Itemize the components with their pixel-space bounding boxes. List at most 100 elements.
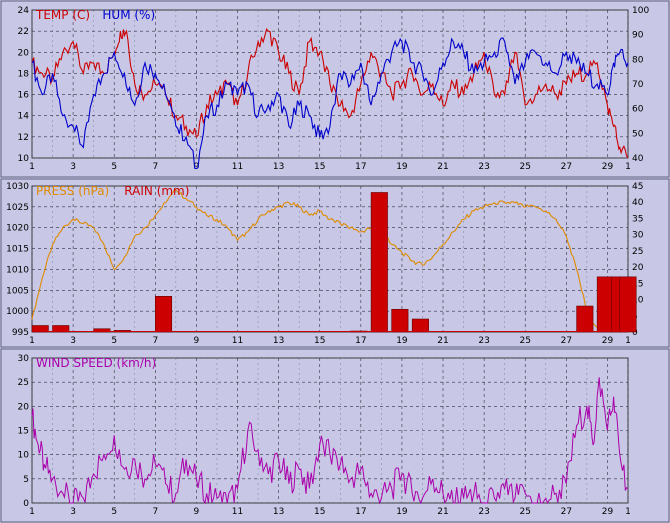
y-left-tick-label: 995 (12, 328, 29, 338)
x-tick-label: 7 (152, 336, 158, 346)
y-left-tick-label: 1025 (6, 203, 29, 213)
x-tick-label: 5 (111, 162, 117, 172)
y-left-tick-label: 30 (18, 354, 30, 364)
y-left-tick-label: 0 (23, 499, 29, 509)
y-left-tick-label: 20 (18, 48, 30, 58)
x-tick-label: 27 (561, 336, 572, 346)
x-tick-label: 9 (194, 162, 200, 172)
rain-bar (391, 308, 409, 333)
x-tick-label: 1 (29, 336, 35, 346)
y-left-tick-label: 10 (18, 451, 30, 461)
legend-entry: TEMP (C) (35, 8, 90, 22)
y-left-tick-label: 1015 (6, 245, 29, 255)
x-tick-label: 15 (314, 336, 325, 346)
x-tick-label: 9 (194, 336, 200, 346)
x-tick-label: 1 (29, 507, 35, 517)
y-right-tick-label: 30 (632, 231, 644, 241)
rain-bar (576, 305, 594, 333)
y-left-tick-label: 16 (18, 91, 30, 101)
y-right-tick-label: 35 (632, 214, 643, 224)
y-right-tick-label: 50 (632, 129, 644, 139)
x-tick-label: 15 (314, 162, 325, 172)
x-tick-label: 13 (273, 507, 284, 517)
x-tick-label: 1 (625, 162, 631, 172)
y-left-tick-label: 14 (18, 112, 30, 122)
x-tick-label: 23 (478, 507, 489, 517)
rain-bar (411, 318, 429, 333)
x-tick-label: 17 (355, 507, 366, 517)
y-right-tick-label: 45 (632, 182, 643, 192)
y-left-tick-label: 1020 (6, 224, 29, 234)
x-tick-label: 19 (396, 507, 408, 517)
y-left-tick-label: 25 (18, 378, 29, 388)
rain-bar (596, 276, 614, 333)
y-right-tick-label: 40 (632, 198, 644, 208)
y-left-tick-label: 18 (18, 69, 30, 79)
y-left-tick-label: 1005 (6, 286, 29, 296)
rain-bar (619, 276, 637, 333)
y-right-tick-label: 80 (632, 55, 644, 65)
y-right-tick-label: 0 (632, 328, 638, 338)
panel-2: 1 3 5 7 9 11 13 15 17 19 21 23 25 27 29 199510001005101… (0, 178, 670, 348)
x-tick-label: 19 (396, 336, 408, 346)
y-left-tick-label: 12 (18, 133, 29, 143)
x-tick-label: 13 (273, 336, 284, 346)
x-tick-label: 3 (70, 162, 76, 172)
rain-bar (155, 296, 173, 333)
x-tick-label: 17 (355, 162, 366, 172)
y-left-tick-label: 1010 (6, 265, 29, 275)
x-tick-label: 7 (152, 507, 158, 517)
x-tick-label: 29 (602, 507, 614, 517)
y-left-tick-label: 5 (23, 475, 29, 485)
x-tick-label: 21 (437, 507, 448, 517)
y-right-tick-label: 15 (632, 279, 643, 289)
x-tick-label: 27 (561, 162, 572, 172)
x-tick-label: 13 (273, 162, 284, 172)
x-tick-label: 21 (437, 336, 448, 346)
y-left-tick-label: 22 (18, 27, 29, 37)
x-tick-label: 11 (232, 162, 243, 172)
legend-entry: WIND SPEED (km/h) (36, 356, 156, 370)
y-right-tick-label: 25 (632, 247, 643, 257)
x-tick-label: 29 (602, 162, 614, 172)
x-tick-label: 5 (111, 336, 117, 346)
x-tick-label: 25 (520, 507, 531, 517)
y-left-tick-label: 15 (18, 427, 29, 437)
series-line (31, 377, 629, 505)
legend-entry: RAIN (mm) (124, 184, 189, 198)
x-tick-label: 19 (396, 162, 408, 172)
y-right-tick-label: 70 (632, 80, 644, 90)
x-tick-label: 9 (194, 507, 200, 517)
x-tick-label: 5 (111, 507, 117, 517)
x-tick-label: 7 (152, 162, 158, 172)
legend-entry: HUM (%) (102, 8, 155, 22)
y-right-tick-label: 20 (632, 263, 644, 273)
x-tick-label: 1 (625, 336, 631, 346)
y-right-tick-label: 40 (632, 154, 644, 164)
y-left-tick-label: 10 (18, 154, 30, 164)
rain-bar (370, 192, 388, 333)
y-right-tick-label: 90 (632, 31, 644, 41)
x-tick-label: 3 (70, 507, 76, 517)
y-right-tick-label: 100 (632, 6, 649, 16)
y-left-tick-label: 1030 (6, 182, 29, 192)
x-tick-label: 25 (520, 336, 531, 346)
x-tick-label: 27 (561, 507, 572, 517)
x-tick-label: 1 (625, 507, 631, 517)
x-tick-label: 29 (602, 336, 614, 346)
y-left-tick-label: 20 (18, 402, 30, 412)
plot-area (31, 357, 629, 504)
legend-entry: PRESS (hPa) (36, 184, 109, 198)
x-tick-label: 11 (232, 507, 243, 517)
x-tick-label: 21 (437, 162, 448, 172)
x-tick-label: 23 (478, 336, 489, 346)
x-tick-label: 25 (520, 162, 531, 172)
series-line (31, 27, 629, 159)
series-line (31, 37, 629, 170)
y-right-tick-label: 10 (632, 296, 644, 306)
y-left-tick-label: 24 (18, 6, 30, 16)
x-tick-label: 1 (29, 162, 35, 172)
x-tick-label: 17 (355, 336, 366, 346)
